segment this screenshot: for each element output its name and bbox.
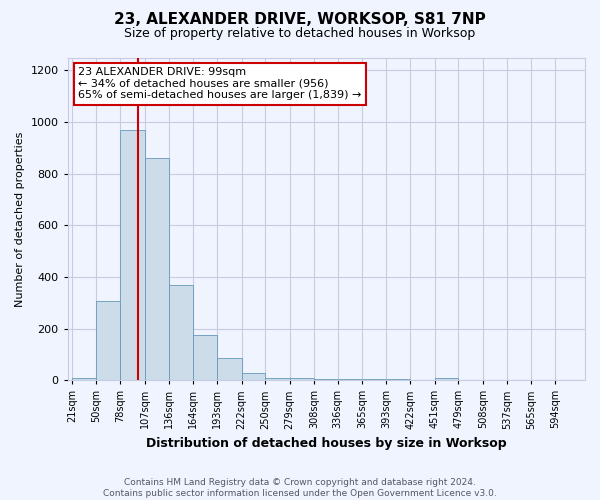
Text: 23, ALEXANDER DRIVE, WORKSOP, S81 7NP: 23, ALEXANDER DRIVE, WORKSOP, S81 7NP	[114, 12, 486, 28]
Y-axis label: Number of detached properties: Number of detached properties	[15, 131, 25, 306]
Bar	[265, 378, 290, 380]
Text: 23 ALEXANDER DRIVE: 99sqm
← 34% of detached houses are smaller (956)
65% of semi: 23 ALEXANDER DRIVE: 99sqm ← 34% of detac…	[78, 67, 361, 100]
Bar	[242, 373, 265, 380]
Bar	[217, 358, 242, 380]
Bar	[386, 379, 410, 380]
Bar	[290, 378, 314, 380]
Text: Size of property relative to detached houses in Worksop: Size of property relative to detached ho…	[124, 28, 476, 40]
X-axis label: Distribution of detached houses by size in Worksop: Distribution of detached houses by size …	[146, 437, 506, 450]
Bar	[435, 378, 458, 380]
Bar	[338, 379, 362, 380]
Bar	[145, 158, 169, 380]
Bar	[169, 284, 193, 380]
Bar	[314, 379, 338, 380]
Bar	[72, 378, 97, 380]
Bar	[120, 130, 145, 380]
Bar	[362, 379, 386, 380]
Bar	[193, 335, 217, 380]
Text: Contains HM Land Registry data © Crown copyright and database right 2024.
Contai: Contains HM Land Registry data © Crown c…	[103, 478, 497, 498]
Bar	[97, 302, 120, 380]
